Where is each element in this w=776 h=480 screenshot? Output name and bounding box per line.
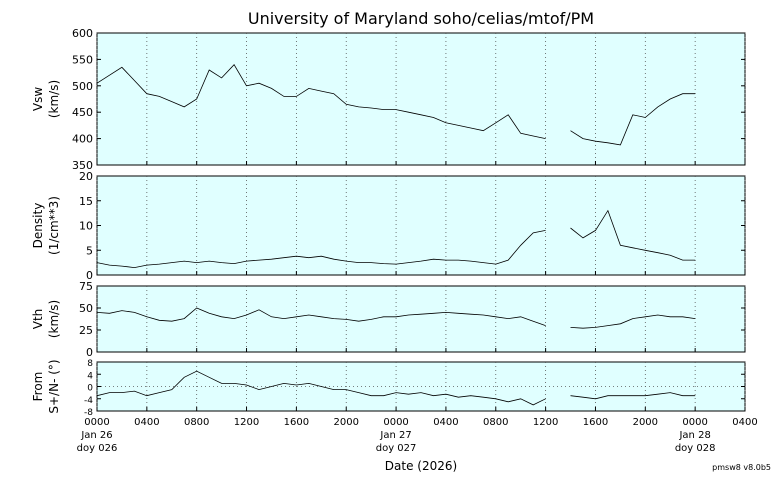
x-tick-label: 0000	[682, 417, 707, 428]
y-tick-label: 5	[86, 244, 93, 257]
data-line	[96, 64, 696, 146]
x-tick-label: 2000	[633, 417, 658, 428]
y-axis-label: (1/cm**3)	[47, 196, 61, 255]
footer: pmsw8 v8.0b5	[712, 463, 771, 472]
plot-area	[96, 32, 746, 166]
chart-title: University of Maryland soho/celias/mtof/…	[248, 9, 594, 28]
y-tick-label: 15	[79, 195, 93, 208]
x-tick-label: 1200	[533, 417, 558, 428]
x-tick-label: 0800	[483, 417, 508, 428]
y-tick-label: 600	[72, 27, 93, 40]
x-tick-label: 0800	[184, 417, 209, 428]
x-tick-label: Jan 28	[678, 430, 710, 441]
x-tick-label: Jan 26	[80, 430, 112, 441]
y-tick-label: 4	[87, 371, 93, 381]
x-tick-label: 0000	[383, 417, 408, 428]
y-tick-label: 400	[72, 133, 93, 146]
x-tick-label: 1200	[234, 417, 259, 428]
y-axis-label: Vth	[31, 309, 45, 330]
y-axis-label: (km/s)	[47, 300, 61, 338]
y-axis-label: Vsw	[31, 87, 45, 111]
y-tick-label: 550	[72, 53, 93, 66]
x-tick-label: Jan 27	[379, 430, 411, 441]
x-tick-label: 1600	[583, 417, 608, 428]
y-tick-label: 8	[87, 359, 93, 369]
x-tick-label: 2000	[334, 417, 359, 428]
y-tick-label: 0	[86, 269, 93, 282]
y-tick-label: -4	[84, 396, 93, 406]
x-tick-label: doy 027	[376, 443, 417, 454]
x-tick-label: doy 028	[675, 443, 716, 454]
y-tick-label: 0	[87, 384, 93, 394]
data-line	[96, 209, 696, 269]
y-tick-label: 75	[79, 280, 93, 293]
y-tick-label: 450	[72, 106, 93, 119]
y-axis-label: Density	[31, 203, 45, 249]
data-line	[96, 370, 696, 406]
x-axis-label: Date (2026)	[385, 459, 457, 473]
plot-area	[96, 285, 746, 353]
plot-area	[96, 175, 746, 276]
y-tick-label: 500	[72, 80, 93, 93]
y-tick-label: 20	[79, 170, 93, 183]
y-tick-label: 350	[72, 159, 93, 172]
y-tick-label: 0	[86, 346, 93, 359]
x-tick-label: 0400	[433, 417, 458, 428]
y-axis-label: S+/N- (°)	[47, 359, 61, 413]
x-tick-label: 1600	[284, 417, 309, 428]
y-axis-label: (km/s)	[47, 80, 61, 118]
x-tick-label: 0400	[732, 417, 757, 428]
y-tick-label: 50	[79, 302, 93, 315]
y-axis-label: From	[31, 372, 45, 402]
x-tick-label: 0000	[84, 417, 109, 428]
x-tick-label: doy 026	[77, 443, 118, 454]
x-tick-label: 0400	[134, 417, 159, 428]
y-tick-label: 25	[79, 324, 93, 337]
y-tick-label: 10	[79, 220, 93, 233]
data-line	[96, 307, 696, 329]
y-tick-label: -8	[84, 408, 93, 418]
